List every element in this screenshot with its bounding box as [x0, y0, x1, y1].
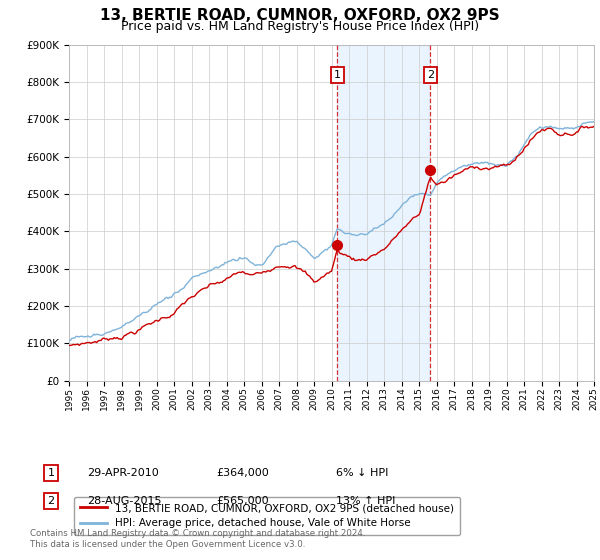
Text: 28-AUG-2015: 28-AUG-2015: [87, 496, 161, 506]
Text: 6% ↓ HPI: 6% ↓ HPI: [336, 468, 388, 478]
Text: £364,000: £364,000: [216, 468, 269, 478]
Text: Contains HM Land Registry data © Crown copyright and database right 2024.
This d: Contains HM Land Registry data © Crown c…: [30, 529, 365, 549]
Text: 2: 2: [47, 496, 55, 506]
Text: Price paid vs. HM Land Registry's House Price Index (HPI): Price paid vs. HM Land Registry's House …: [121, 20, 479, 32]
Text: 1: 1: [334, 70, 341, 80]
Text: 2: 2: [427, 70, 434, 80]
Text: £565,000: £565,000: [216, 496, 269, 506]
Text: 1: 1: [47, 468, 55, 478]
Text: 13, BERTIE ROAD, CUMNOR, OXFORD, OX2 9PS: 13, BERTIE ROAD, CUMNOR, OXFORD, OX2 9PS: [100, 8, 500, 24]
Text: 13% ↑ HPI: 13% ↑ HPI: [336, 496, 395, 506]
Legend: 13, BERTIE ROAD, CUMNOR, OXFORD, OX2 9PS (detached house), HPI: Average price, d: 13, BERTIE ROAD, CUMNOR, OXFORD, OX2 9PS…: [74, 497, 460, 535]
Text: 29-APR-2010: 29-APR-2010: [87, 468, 159, 478]
